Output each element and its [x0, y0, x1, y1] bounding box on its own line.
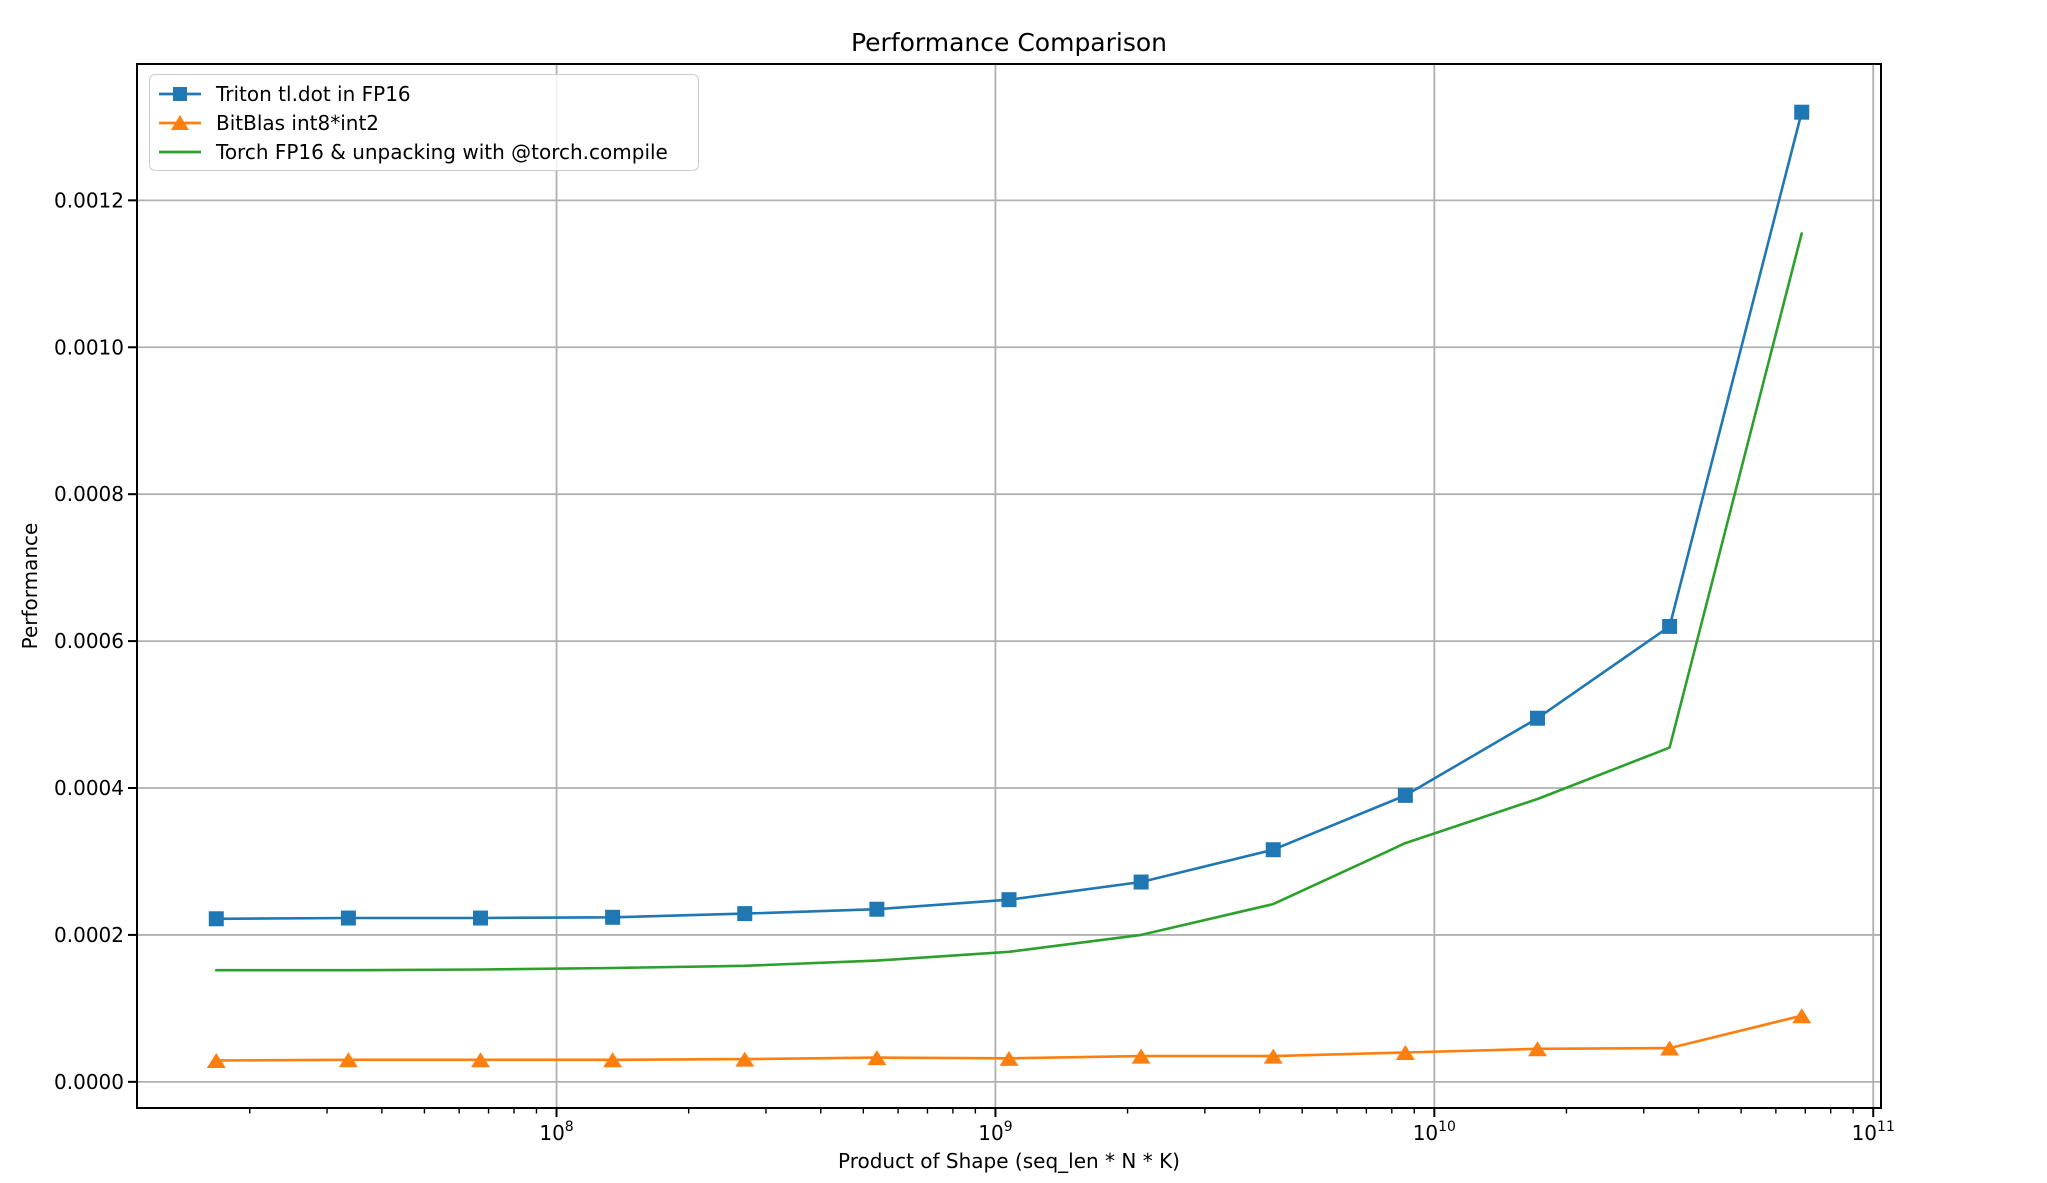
data-point-triangle: [1395, 1044, 1415, 1060]
legend-entry: Triton tl.dot in FP16: [150, 79, 698, 108]
y-tick-label: 0.0008: [54, 482, 124, 506]
series-line-2: [215, 232, 1803, 972]
data-point-square: [605, 909, 621, 925]
x-tick-label: 1011: [1852, 1119, 1895, 1145]
data-point-square: [1001, 892, 1017, 908]
data-point-square: [1265, 842, 1281, 858]
data-point-triangle: [206, 1053, 226, 1069]
y-tick-label: 0.0000: [54, 1070, 124, 1094]
data-point-triangle: [867, 1050, 887, 1066]
data-point-square: [1529, 710, 1545, 726]
data-point-triangle: [1660, 1040, 1680, 1056]
data-point-square: [1794, 104, 1810, 120]
legend-entry-label: BitBlas int8*int2: [216, 110, 380, 135]
x-tick-label: 1010: [1413, 1119, 1456, 1145]
legend-entry-label: Torch FP16 & unpacking with @torch.compi…: [216, 139, 668, 164]
y-axis-label: Performance: [18, 522, 42, 650]
data-point-square: [869, 901, 885, 917]
plot-spines: [136, 63, 1882, 1109]
chart-title: Performance Comparison: [850, 28, 1168, 57]
legend-entry: Torch FP16 & unpacking with @torch.compi…: [150, 137, 698, 166]
y-tick-label: 0.0012: [54, 188, 124, 212]
data-point-triangle: [603, 1052, 623, 1068]
x-tick-label: 109: [978, 1119, 1012, 1145]
data-point-triangle: [471, 1052, 491, 1068]
series-line-0: [215, 110, 1803, 921]
legend-sample-line-square-icon: [159, 86, 201, 101]
data-point-square: [1133, 874, 1149, 890]
y-tick-label: 0.0004: [54, 776, 124, 800]
x-axis-label: Product of Shape (seq_len * N * K): [838, 1149, 1180, 1173]
legend-entry-label: Triton tl.dot in FP16: [216, 81, 411, 106]
data-point-triangle: [1263, 1048, 1283, 1064]
data-point-triangle: [338, 1052, 358, 1068]
data-point-triangle: [1792, 1008, 1812, 1024]
data-point-triangle: [1527, 1041, 1547, 1057]
legend-sample-line-icon: [159, 150, 201, 153]
data-point-square: [208, 911, 224, 927]
y-tick-label: 0.0010: [54, 335, 124, 359]
legend-entry: BitBlas int8*int2: [150, 108, 698, 137]
data-point-square: [737, 906, 753, 922]
data-point-square: [340, 910, 356, 926]
x-tick-label: 108: [539, 1119, 573, 1145]
data-point-square: [1662, 618, 1678, 634]
data-point-triangle: [999, 1050, 1019, 1066]
y-tick-label: 0.0002: [54, 923, 124, 947]
legend-sample-line-triangle-icon: [159, 114, 201, 130]
data-point-square: [473, 910, 489, 926]
data-point-triangle: [1131, 1048, 1151, 1064]
data-point-triangle: [735, 1051, 755, 1067]
data-point-square: [1397, 787, 1413, 803]
y-tick-label: 0.0006: [54, 629, 124, 653]
legend: Triton tl.dot in FP16 BitBlas int8*int2 …: [149, 74, 699, 171]
